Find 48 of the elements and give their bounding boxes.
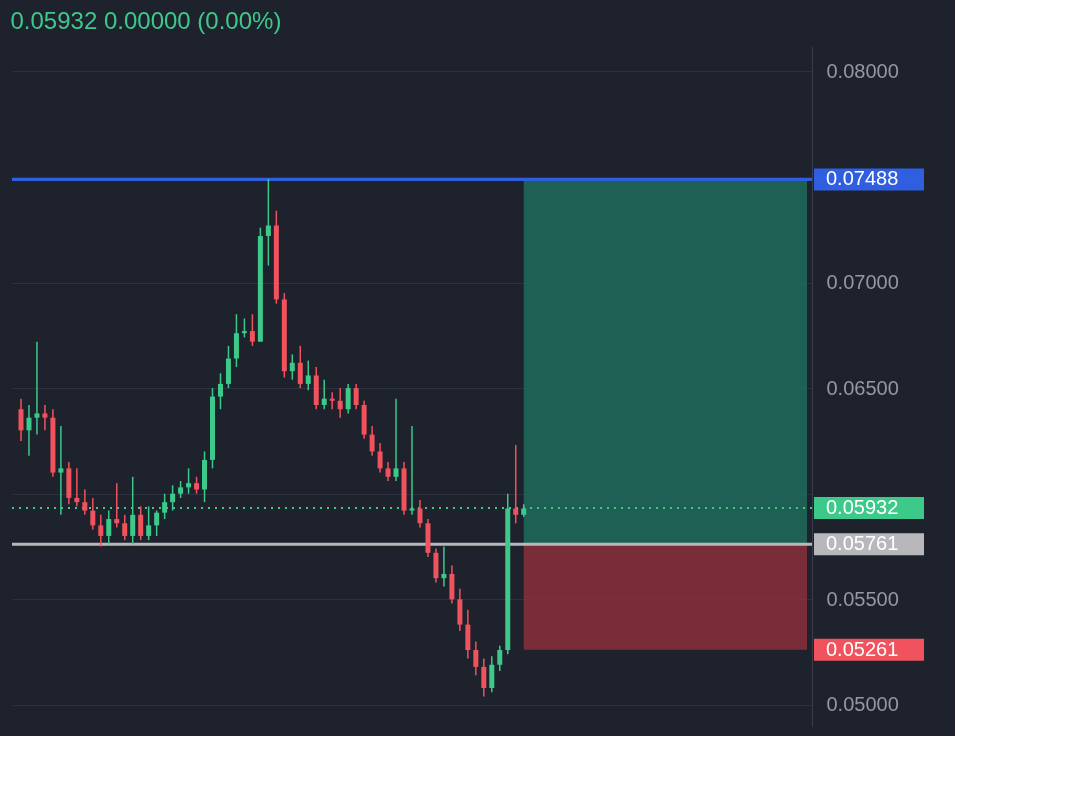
y-tick-label: 0.07000 xyxy=(826,271,899,294)
candlestick xyxy=(154,509,160,537)
candlestick xyxy=(473,640,479,677)
candlestick xyxy=(297,345,303,389)
candlestick xyxy=(265,178,271,267)
candlestick xyxy=(393,397,399,482)
chart-subtitle: 0.05932 0.00000 (0.00%) xyxy=(10,7,282,34)
candlestick xyxy=(329,391,335,410)
candlestick xyxy=(34,340,40,436)
candlestick xyxy=(18,397,24,442)
ref-line-label: 0.05761 xyxy=(826,532,899,555)
y-tick-label: 0.06500 xyxy=(826,376,899,399)
candlestick xyxy=(353,383,359,410)
candlestick xyxy=(345,383,351,415)
candlestick xyxy=(249,313,255,347)
candlestick xyxy=(489,655,495,693)
candlestick xyxy=(74,467,80,508)
ref-line-label: 0.05932 xyxy=(826,496,899,519)
candlestick xyxy=(241,317,247,339)
candlestick xyxy=(289,353,295,381)
candlestick xyxy=(42,404,48,432)
candlestick xyxy=(98,514,104,548)
candlestick xyxy=(82,488,88,516)
candlestick xyxy=(513,444,519,525)
candlestick xyxy=(122,514,128,541)
candlestick xyxy=(417,499,423,529)
candlestick xyxy=(138,505,144,541)
candlestick xyxy=(321,378,327,410)
candlestick xyxy=(106,509,112,546)
y-tick-label: 0.05000 xyxy=(826,693,899,716)
candlestick xyxy=(377,442,383,474)
candlestick xyxy=(497,645,503,672)
ref-line-label: 0.07488 xyxy=(826,167,899,190)
candlestick xyxy=(441,545,447,588)
candlestick xyxy=(409,425,415,516)
candlestick xyxy=(217,372,223,410)
y-tick-label: 0.05500 xyxy=(826,587,899,610)
candlestick xyxy=(186,467,192,495)
candlestick xyxy=(26,404,32,457)
candlestick xyxy=(114,482,120,529)
candlestick xyxy=(305,359,311,391)
candlestick xyxy=(90,497,96,531)
y-tick-label: 0.08000 xyxy=(826,59,899,82)
band-label: 0.05261 xyxy=(826,637,899,660)
candlestick xyxy=(385,461,391,482)
candlestick xyxy=(337,387,343,419)
candlestick xyxy=(481,657,487,698)
candlestick xyxy=(369,425,375,457)
